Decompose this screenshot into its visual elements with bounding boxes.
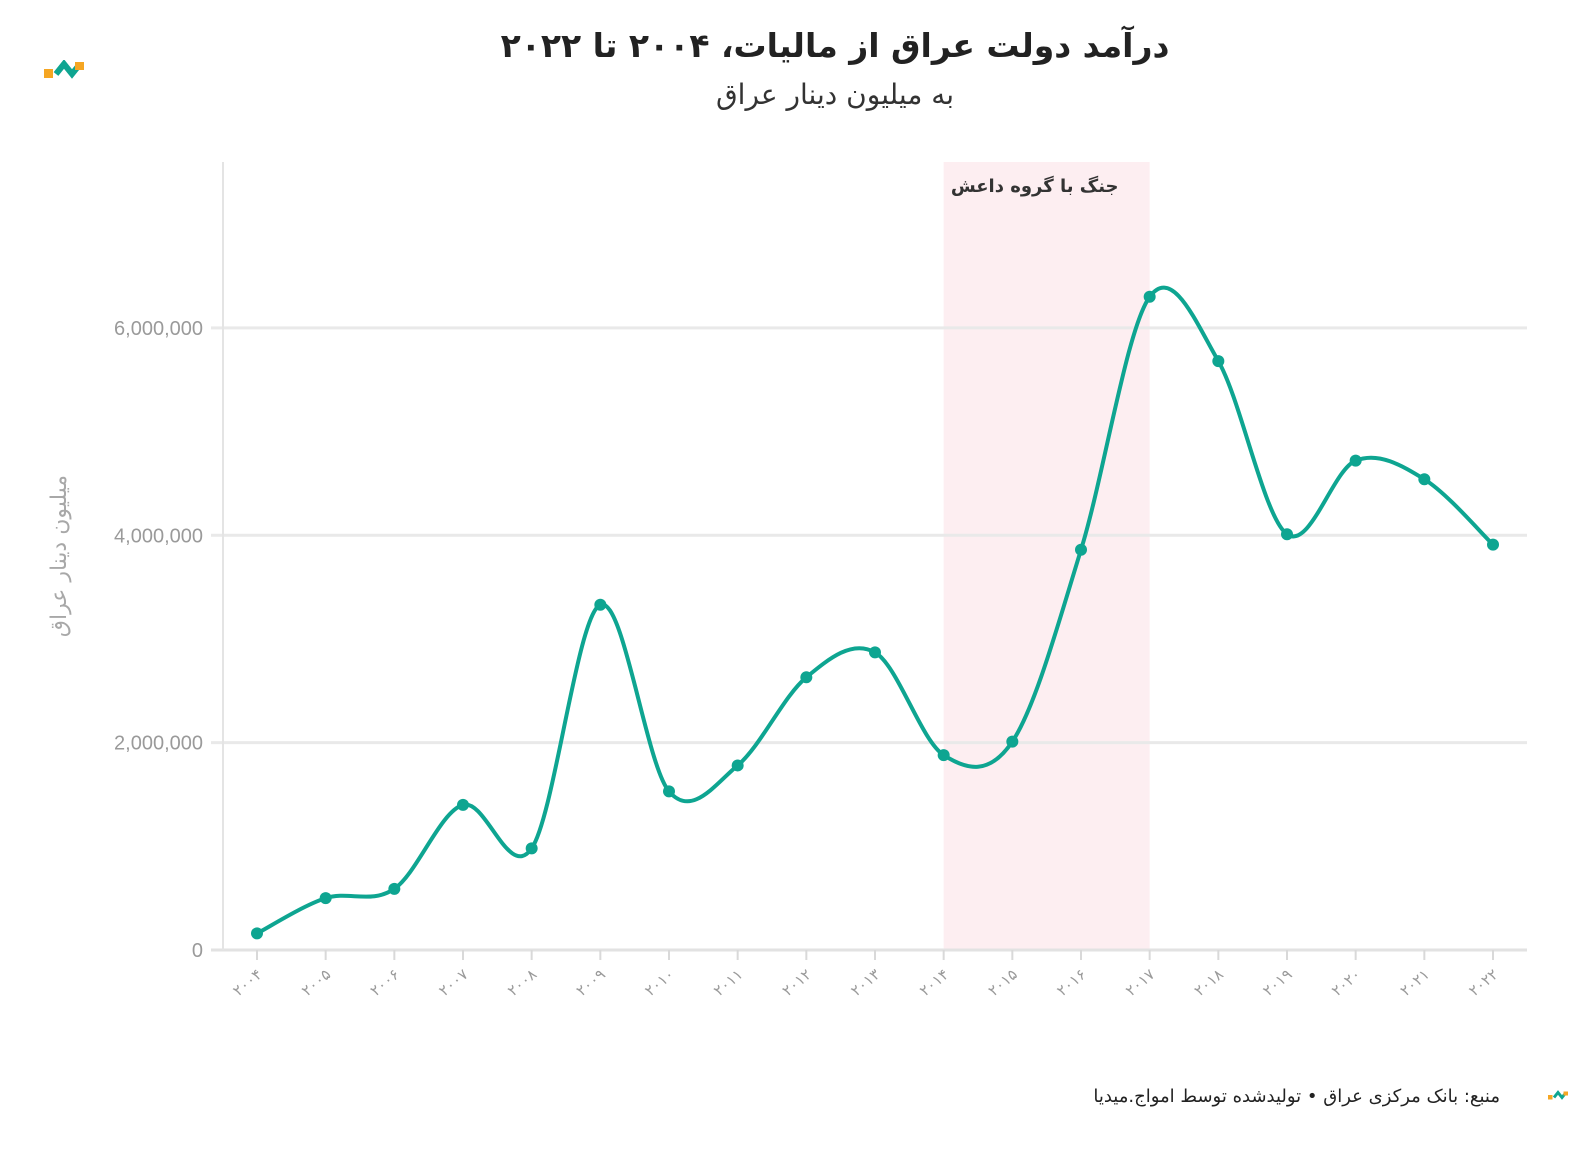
- x-tick-label: ۲۰۰۵: [298, 965, 334, 1000]
- data-point: [251, 927, 263, 940]
- data-point: [525, 842, 538, 855]
- x-tick-label: ۲۰۱۴: [916, 965, 952, 1000]
- data-point: [869, 646, 881, 659]
- x-tick-label: ۲۰۱۶: [1053, 965, 1089, 1000]
- data-point: [1418, 473, 1431, 486]
- brand-logo-icon: [44, 60, 84, 79]
- chart-subtitle: به میلیون دینار عراق: [715, 78, 955, 111]
- chart-title: درآمد دولت عراق از مالیات، ۲۰۰۴ تا ۲۰۲۲: [500, 26, 1170, 65]
- x-tick-label: ۲۰۰۶: [367, 965, 403, 1000]
- y-axis-label: میلیون دینار عراق: [47, 475, 72, 637]
- source-note: منبع: بانک مرکزی عراق • تولیدشده توسط ام…: [1093, 1086, 1500, 1107]
- x-tick-label: ۲۰۲۰: [1328, 965, 1364, 1000]
- x-tick-label: ۲۰۱۵: [985, 965, 1021, 1000]
- data-point: [1006, 735, 1019, 748]
- data-point: [1212, 355, 1225, 368]
- data-point: [1349, 454, 1362, 467]
- footer-logo-icon: [1548, 1090, 1568, 1100]
- y-tick-label: 2,000,000: [114, 733, 203, 755]
- data-point: [800, 671, 813, 684]
- x-tick-label: ۲۰۱۲: [779, 965, 815, 1000]
- line-chart: جنگ با گروه داعش 0 2,000,000 4,000,000 6,000…: [47, 162, 1527, 1000]
- x-tick-label: ۲۰۱۹: [1259, 965, 1295, 1000]
- x-tick-label: ۲۰۰۹: [573, 965, 609, 1000]
- data-point: [319, 892, 332, 905]
- x-tick-label: ۲۰۰۴: [229, 965, 265, 1000]
- annotation-label: جنگ با گروه داعش: [951, 175, 1119, 197]
- data-point: [937, 749, 950, 762]
- x-tick-label: ۲۰۱۱: [710, 965, 746, 1000]
- x-tick-label: ۲۰۱۳: [847, 965, 883, 1000]
- data-point: [388, 882, 401, 895]
- data-point: [663, 785, 675, 798]
- x-tick-label: ۲۰۱۷: [1122, 965, 1158, 1000]
- y-tick-label: 0: [192, 940, 203, 962]
- data-point: [1487, 538, 1499, 551]
- annotation-band: [943, 162, 1150, 950]
- x-tick-label: ۲۰۱۰: [641, 965, 677, 1000]
- x-tick-label: ۲۰۲۲: [1465, 965, 1501, 1000]
- data-point: [1281, 528, 1293, 541]
- x-tick-label: ۲۰۰۷: [435, 965, 471, 1000]
- data-point: [594, 598, 607, 611]
- x-tick-label: ۲۰۱۸: [1191, 965, 1227, 1000]
- series-line: [255, 285, 1495, 936]
- data-point: [731, 759, 744, 772]
- data-point: [457, 798, 469, 811]
- y-tick-label: 4,000,000: [114, 525, 203, 547]
- x-tick-label: ۲۰۲۱: [1397, 965, 1433, 1000]
- data-point: [1143, 290, 1156, 303]
- x-tick-label: ۲۰۰۸: [504, 965, 540, 1000]
- y-tick-label: 6,000,000: [114, 318, 203, 340]
- data-point: [1075, 543, 1087, 556]
